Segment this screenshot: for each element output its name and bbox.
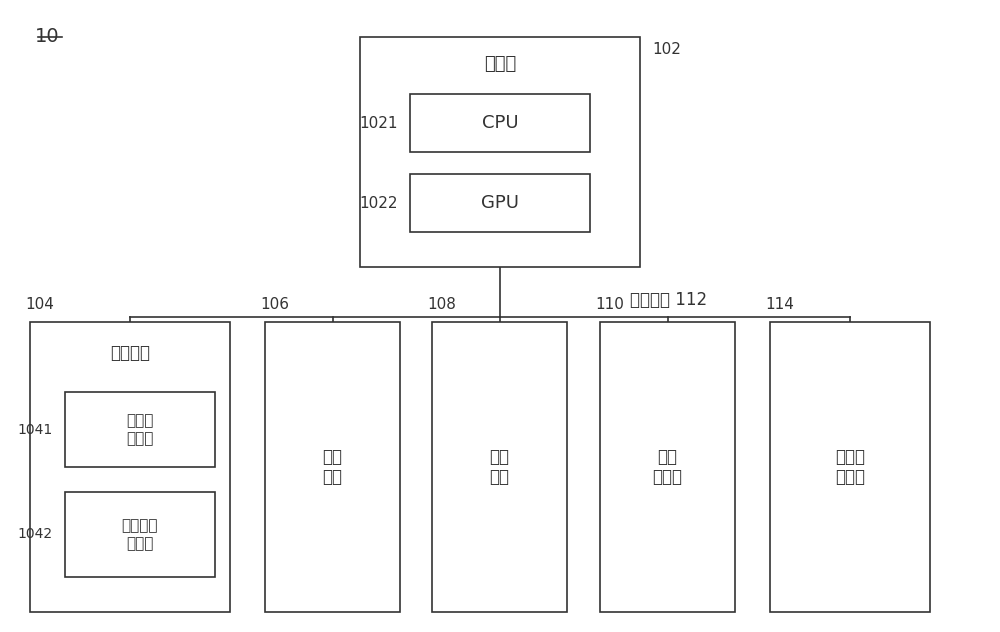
FancyBboxPatch shape <box>410 174 590 232</box>
Text: CPU: CPU <box>482 114 518 132</box>
Text: 非易失性
存储器: 非易失性 存储器 <box>122 518 158 550</box>
FancyBboxPatch shape <box>432 322 567 612</box>
Text: 1041: 1041 <box>18 423 53 437</box>
FancyBboxPatch shape <box>65 492 215 577</box>
Text: 总线系统 112: 总线系统 112 <box>630 291 707 309</box>
FancyBboxPatch shape <box>410 94 590 152</box>
Text: 114: 114 <box>765 297 794 312</box>
Text: 1021: 1021 <box>359 116 398 130</box>
Text: 易失性
存储器: 易失性 存储器 <box>126 413 154 446</box>
Text: 输入
装置: 输入 装置 <box>322 447 342 487</box>
Text: 图像
传感器: 图像 传感器 <box>652 447 682 487</box>
Text: 106: 106 <box>260 297 289 312</box>
FancyBboxPatch shape <box>30 322 230 612</box>
Text: 存储装置: 存储装置 <box>110 344 150 362</box>
FancyBboxPatch shape <box>65 392 215 467</box>
Text: 110: 110 <box>595 297 624 312</box>
FancyBboxPatch shape <box>360 37 640 267</box>
Text: 108: 108 <box>427 297 456 312</box>
Text: GPU: GPU <box>481 194 519 212</box>
FancyBboxPatch shape <box>600 322 735 612</box>
Text: 1022: 1022 <box>359 195 398 210</box>
Text: 1042: 1042 <box>18 528 53 542</box>
Text: 10: 10 <box>35 27 60 46</box>
Text: 104: 104 <box>25 297 54 312</box>
Text: 非图像
传感器: 非图像 传感器 <box>835 447 865 487</box>
Text: 输出
装置: 输出 装置 <box>490 447 510 487</box>
FancyBboxPatch shape <box>770 322 930 612</box>
FancyBboxPatch shape <box>265 322 400 612</box>
Text: 处理器: 处理器 <box>484 55 516 73</box>
Text: 102: 102 <box>652 42 681 57</box>
